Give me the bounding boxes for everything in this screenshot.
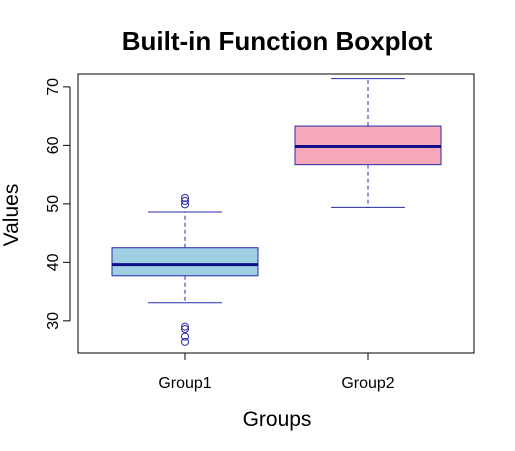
y-tick-label: 30 bbox=[45, 312, 62, 330]
y-tick-label: 50 bbox=[45, 195, 62, 213]
y-tick-label: 70 bbox=[45, 78, 62, 96]
outlier-point bbox=[181, 337, 189, 346]
box-group1 bbox=[111, 247, 259, 277]
x-axis-label: Groups bbox=[243, 408, 312, 431]
outlier-point bbox=[181, 325, 189, 334]
plot-frame bbox=[77, 73, 475, 354]
x-tick-label: Group1 bbox=[158, 375, 211, 392]
y-tick-label: 60 bbox=[45, 136, 62, 154]
chart-title: Built-in Function Boxplot bbox=[122, 26, 433, 56]
outlier-point bbox=[181, 194, 189, 202]
x-tick-label: Group2 bbox=[341, 375, 394, 392]
outlier-point bbox=[181, 200, 189, 209]
plot-area: 30 40 50 60 70 Group1 Group2 bbox=[45, 73, 475, 392]
y-tick-label: 40 bbox=[45, 253, 62, 271]
y-axis-label: Values bbox=[0, 184, 23, 247]
outlier-point bbox=[181, 322, 189, 331]
outlier-point bbox=[181, 332, 189, 341]
outlier-point bbox=[181, 196, 189, 205]
